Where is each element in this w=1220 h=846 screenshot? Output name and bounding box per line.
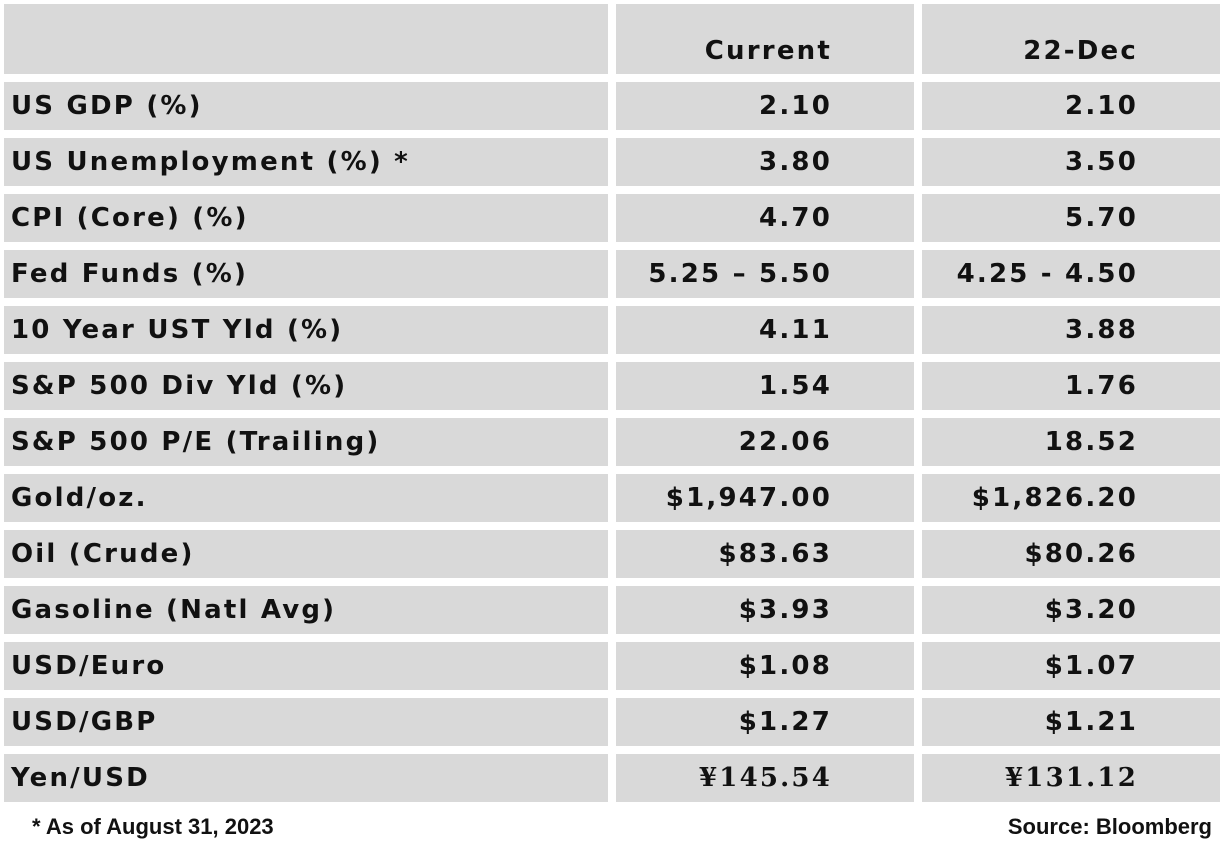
row-previous-sp500-div-yld: 1.76 [922,362,1220,410]
row-previous-cpi-core: 5.70 [922,194,1220,242]
row-label-us-gdp: US GDP (%) [4,82,608,130]
row-current-us-unemployment: 3.80 [616,138,914,186]
row-current-usd-gbp: $1.27 [616,698,914,746]
row-current-sp500-pe: 22.06 [616,418,914,466]
header-current: Current [616,4,914,74]
header-22-dec: 22-Dec [922,4,1220,74]
row-previous-us-gdp: 2.10 [922,82,1220,130]
row-current-gasoline: $3.93 [616,586,914,634]
header-label-cell [4,4,608,74]
row-current-gold: $1,947.00 [616,474,914,522]
row-label-us-unemployment: US Unemployment (%) * [4,138,608,186]
row-label-fed-funds: Fed Funds (%) [4,250,608,298]
row-label-sp500-pe: S&P 500 P/E (Trailing) [4,418,608,466]
source-credit: Source: Bloomberg [1007,814,1212,839]
row-label-gold: Gold/oz. [4,474,608,522]
row-current-usd-euro: $1.08 [616,642,914,690]
row-previous-sp500-pe: 18.52 [922,418,1220,466]
row-current-10-year-ust-yld: 4.11 [616,306,914,354]
row-previous-usd-euro: $1.07 [922,642,1220,690]
row-previous-usd-gbp: $1.21 [922,698,1220,746]
row-label-gasoline: Gasoline (Natl Avg) [4,586,608,634]
row-label-usd-gbp: USD/GBP [4,698,608,746]
row-label-usd-euro: USD/Euro [4,642,608,690]
row-current-oil-crude: $83.63 [616,530,914,578]
row-previous-oil-crude: $80.26 [922,530,1220,578]
row-previous-10-year-ust-yld: 3.88 [922,306,1220,354]
row-label-10-year-ust-yld: 10 Year UST Yld (%) [4,306,608,354]
row-current-cpi-core: 4.70 [616,194,914,242]
row-current-fed-funds: 5.25 – 5.50 [616,250,914,298]
row-previous-gasoline: $3.20 [922,586,1220,634]
row-previous-fed-funds: 4.25 - 4.50 [922,250,1220,298]
row-label-cpi-core: CPI (Core) (%) [4,194,608,242]
footnote: * As of August 31, 2023 [32,814,274,839]
economic-indicators-table: Current 22-Dec US GDP (%) 2.10 2.10 US U… [4,4,1220,802]
row-previous-gold: $1,826.20 [922,474,1220,522]
row-current-us-gdp: 2.10 [616,82,914,130]
row-current-yen-usd: ¥145.54 [616,754,914,802]
row-previous-us-unemployment: 3.50 [922,138,1220,186]
row-label-yen-usd: Yen/USD [4,754,608,802]
row-previous-yen-usd: ¥131.12 [922,754,1220,802]
row-label-sp500-div-yld: S&P 500 Div Yld (%) [4,362,608,410]
row-current-sp500-div-yld: 1.54 [616,362,914,410]
row-label-oil-crude: Oil (Crude) [4,530,608,578]
